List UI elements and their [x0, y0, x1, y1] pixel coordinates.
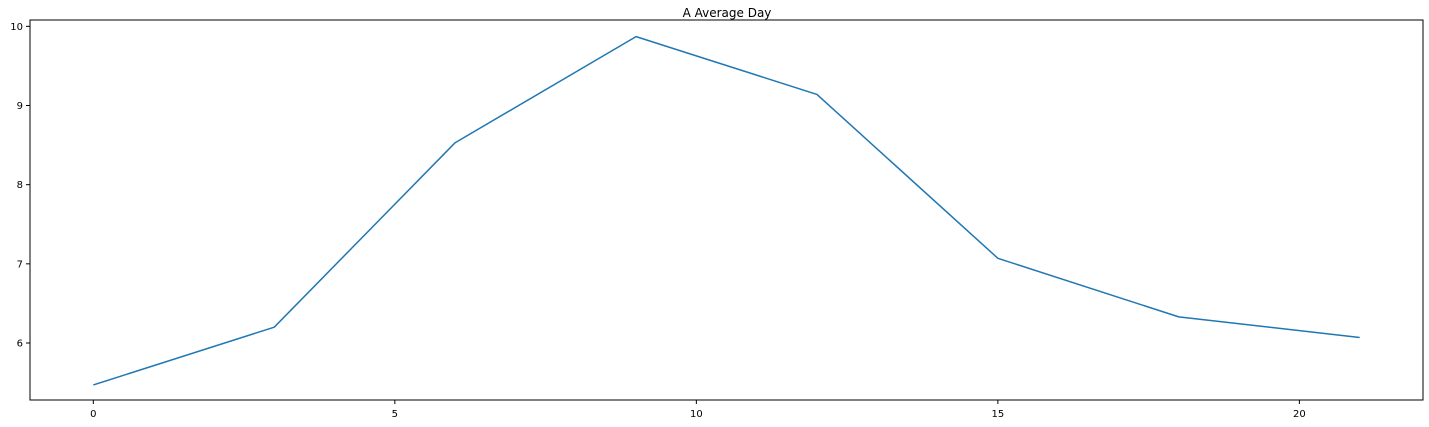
y-tick-label: 7	[17, 259, 23, 270]
x-tick-label: 5	[392, 409, 398, 420]
chart-title: A Average Day	[683, 6, 772, 20]
x-axis: 0 5 10 15 20	[90, 400, 1306, 420]
y-axis: 6 7 8 9 10	[10, 22, 30, 350]
series-layer	[93, 35, 1360, 386]
plot-frame	[29, 19, 1424, 401]
y-tick-label: 8	[17, 180, 23, 191]
series-line	[93, 35, 1360, 386]
y-tick-label: 9	[17, 101, 23, 112]
x-tick-label: 0	[90, 409, 96, 420]
x-tick-label: 20	[1293, 409, 1306, 420]
x-tick-label: 10	[690, 409, 703, 420]
y-tick-label: 10	[10, 22, 23, 33]
x-tick-label: 15	[991, 409, 1004, 420]
y-tick-label: 6	[17, 339, 23, 350]
